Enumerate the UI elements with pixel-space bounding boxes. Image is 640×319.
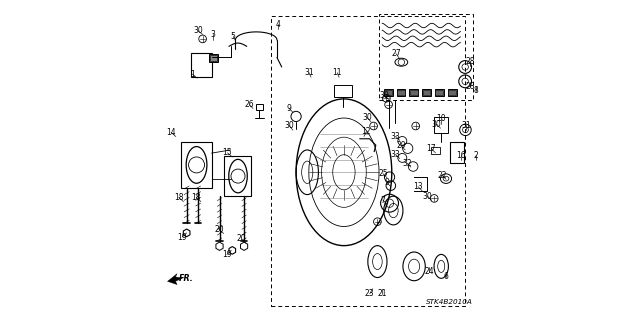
Text: 27: 27 <box>391 49 401 58</box>
Bar <box>255 104 262 110</box>
Polygon shape <box>216 242 223 250</box>
Text: 20: 20 <box>236 234 246 243</box>
Text: 5: 5 <box>231 32 236 41</box>
Text: 31: 31 <box>461 121 471 130</box>
Text: 30: 30 <box>362 113 372 122</box>
Text: 17: 17 <box>426 144 436 153</box>
Bar <box>181 142 212 188</box>
Text: 9: 9 <box>384 178 389 187</box>
Text: 8: 8 <box>474 86 478 95</box>
Text: 23: 23 <box>365 289 374 298</box>
Text: 10: 10 <box>436 115 445 123</box>
Bar <box>379 14 473 100</box>
Polygon shape <box>229 247 236 254</box>
Text: 28: 28 <box>465 57 475 66</box>
Text: 24: 24 <box>424 267 434 276</box>
Bar <box>435 89 444 96</box>
Bar <box>334 85 352 97</box>
Polygon shape <box>183 229 190 237</box>
Text: 30: 30 <box>379 91 388 100</box>
Text: 33: 33 <box>391 150 401 159</box>
Text: 20: 20 <box>214 225 224 234</box>
Text: 28: 28 <box>465 82 475 91</box>
Text: 22: 22 <box>437 171 447 180</box>
Text: 13: 13 <box>413 182 423 191</box>
Text: 11: 11 <box>332 68 342 77</box>
Bar <box>397 89 406 96</box>
Text: 25: 25 <box>378 169 388 178</box>
Text: 18: 18 <box>191 193 201 202</box>
Text: 30: 30 <box>431 120 442 129</box>
Text: 7: 7 <box>380 196 385 204</box>
Text: 30: 30 <box>422 192 433 201</box>
Text: 12: 12 <box>362 127 371 136</box>
Polygon shape <box>168 274 182 285</box>
Bar <box>434 117 447 133</box>
Text: 18: 18 <box>174 193 184 202</box>
Text: 16: 16 <box>456 151 466 160</box>
Bar <box>422 90 430 95</box>
Text: 30: 30 <box>193 26 203 35</box>
Text: 30: 30 <box>284 121 294 130</box>
Bar <box>210 55 217 61</box>
Text: 33: 33 <box>391 132 401 141</box>
Polygon shape <box>241 242 248 250</box>
Bar <box>450 142 463 163</box>
Bar <box>271 16 465 306</box>
Bar <box>397 90 405 95</box>
Bar <box>410 89 419 96</box>
Text: 19: 19 <box>222 250 232 259</box>
Text: 1: 1 <box>190 70 195 78</box>
Text: 15: 15 <box>223 148 232 157</box>
Text: 6: 6 <box>444 272 449 281</box>
Bar <box>447 89 456 96</box>
Bar <box>385 90 392 95</box>
Bar <box>384 89 393 96</box>
Text: 31: 31 <box>304 68 314 77</box>
Text: 4: 4 <box>275 20 280 29</box>
Bar <box>422 89 431 96</box>
Text: 2: 2 <box>474 151 478 160</box>
Text: 32: 32 <box>402 159 412 167</box>
Text: 29: 29 <box>396 141 406 150</box>
Bar <box>410 90 418 95</box>
Text: 26: 26 <box>244 100 254 109</box>
Text: 19: 19 <box>177 233 187 241</box>
Bar <box>209 54 218 62</box>
Text: 3: 3 <box>211 30 216 39</box>
Text: 14: 14 <box>166 128 176 137</box>
Bar <box>224 156 252 196</box>
Bar <box>431 147 440 154</box>
Text: 21: 21 <box>378 289 387 298</box>
Bar <box>448 90 456 95</box>
Bar <box>435 90 443 95</box>
Text: FR.: FR. <box>179 274 194 283</box>
Text: STK4B2010A: STK4B2010A <box>426 300 472 305</box>
Bar <box>191 53 212 77</box>
Text: 9: 9 <box>287 104 291 113</box>
